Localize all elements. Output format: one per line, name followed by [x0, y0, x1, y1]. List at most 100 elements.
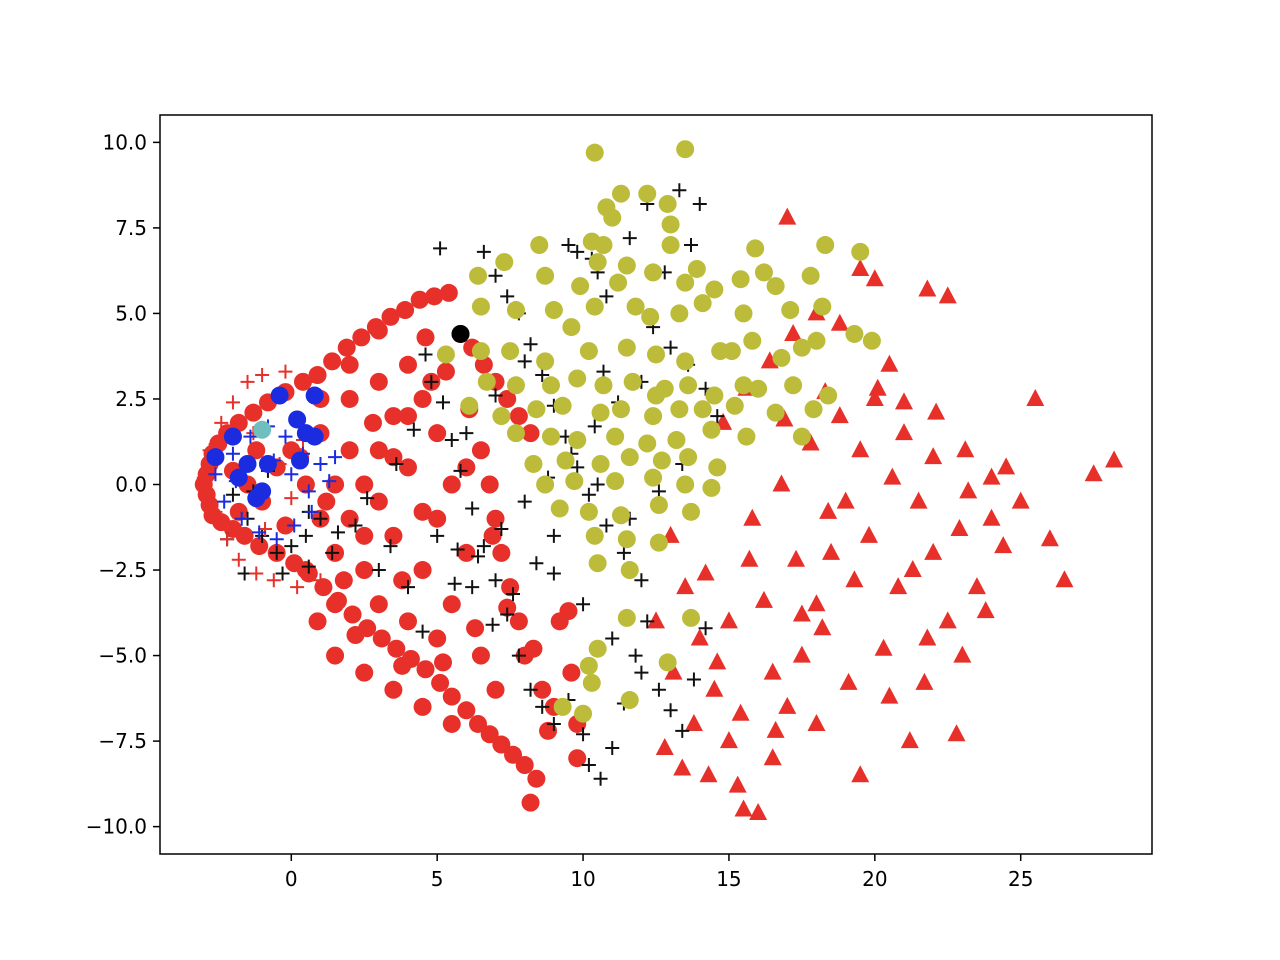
circle-point	[206, 448, 225, 467]
circle-point	[603, 208, 622, 227]
plus-point	[488, 268, 503, 283]
circle-point	[384, 407, 403, 426]
plus-point	[546, 716, 561, 731]
circle-point	[539, 721, 558, 740]
plus-point	[252, 525, 267, 540]
circle-point	[679, 448, 698, 467]
circle-point	[483, 526, 502, 545]
circle-point	[413, 561, 432, 580]
plus-point	[234, 511, 249, 526]
circle-point	[609, 273, 628, 292]
circle-point	[369, 492, 388, 511]
triangle-point	[778, 207, 797, 225]
triangle-point	[728, 775, 747, 793]
circle-point	[326, 475, 345, 494]
plus-point	[596, 364, 611, 379]
circle-point	[384, 448, 403, 467]
plus-point	[488, 573, 503, 588]
triangle-point	[1011, 491, 1030, 509]
circle-point	[326, 646, 345, 665]
triangle-point	[915, 672, 934, 690]
circle-point	[352, 328, 371, 347]
circle-point	[515, 756, 534, 775]
plus-point	[576, 597, 591, 612]
circle-point	[556, 451, 575, 470]
circle-point	[644, 407, 663, 426]
circle-point	[396, 301, 415, 320]
circle-point	[749, 379, 768, 398]
circle-point	[585, 143, 604, 162]
circle-point	[471, 342, 490, 361]
circle-point	[492, 735, 511, 754]
circle-point	[384, 680, 403, 699]
triangle-point	[830, 313, 849, 331]
triangle-point	[947, 724, 966, 742]
circle-point	[766, 403, 785, 422]
circle-point	[471, 297, 490, 316]
circle-point	[813, 297, 832, 316]
circle-point	[568, 749, 587, 768]
plus-point	[605, 631, 620, 646]
circle-point	[544, 301, 563, 320]
circle-point	[638, 434, 657, 453]
plus-point	[301, 559, 316, 574]
circle-point	[807, 331, 826, 350]
circle-point	[682, 608, 701, 627]
circle-point	[530, 236, 549, 255]
circle-point	[553, 697, 572, 716]
plus-point	[710, 409, 725, 424]
triangle-point	[731, 703, 750, 721]
triangle-point	[719, 731, 738, 749]
circle-point	[553, 396, 572, 415]
plus-point	[313, 456, 328, 471]
triangle-point	[778, 696, 797, 714]
circle-point	[355, 526, 374, 545]
circle-point	[606, 427, 625, 446]
triangle-point	[839, 672, 858, 690]
plus-point	[328, 450, 343, 465]
circle-point	[670, 400, 689, 419]
circle-point	[442, 595, 461, 614]
circle-point	[533, 680, 552, 699]
triangle-point	[918, 628, 937, 646]
triangle-point	[865, 388, 884, 406]
y-tick-label: 10.0	[102, 130, 147, 154]
circle-point	[620, 691, 639, 710]
plus-point	[225, 395, 240, 410]
plus-point	[686, 672, 701, 687]
triangle-point	[851, 258, 870, 276]
circle-point	[524, 454, 543, 473]
plus-point	[453, 463, 468, 478]
circle-point	[486, 509, 505, 528]
circle-point	[486, 680, 505, 699]
circle-point	[434, 653, 453, 672]
plus-point	[433, 241, 448, 256]
circle-point	[579, 502, 598, 521]
plus-point	[313, 573, 328, 588]
circle-point	[676, 475, 695, 494]
circle-point	[501, 578, 520, 597]
circle-point	[579, 342, 598, 361]
circle-point	[594, 376, 613, 395]
circle-point	[591, 454, 610, 473]
circle-point	[439, 283, 458, 302]
x-tick-label: 10	[570, 867, 595, 891]
plus-point	[581, 487, 596, 502]
plus-point	[383, 539, 398, 554]
circle-point	[521, 793, 540, 812]
circle-point	[606, 472, 625, 491]
triangle-point	[807, 594, 826, 612]
triangle-point	[772, 474, 791, 492]
plus-point	[587, 419, 602, 434]
triangle-point	[924, 447, 943, 465]
triangle-point	[1040, 529, 1059, 547]
circle-point	[541, 376, 560, 395]
plus-point	[651, 484, 666, 499]
plus-point	[561, 238, 576, 253]
plus-point	[278, 364, 293, 379]
circle-point	[737, 427, 756, 446]
circle-point	[410, 290, 429, 309]
circle-point	[661, 215, 680, 234]
plus-point	[640, 614, 655, 629]
circle-point	[317, 492, 336, 511]
